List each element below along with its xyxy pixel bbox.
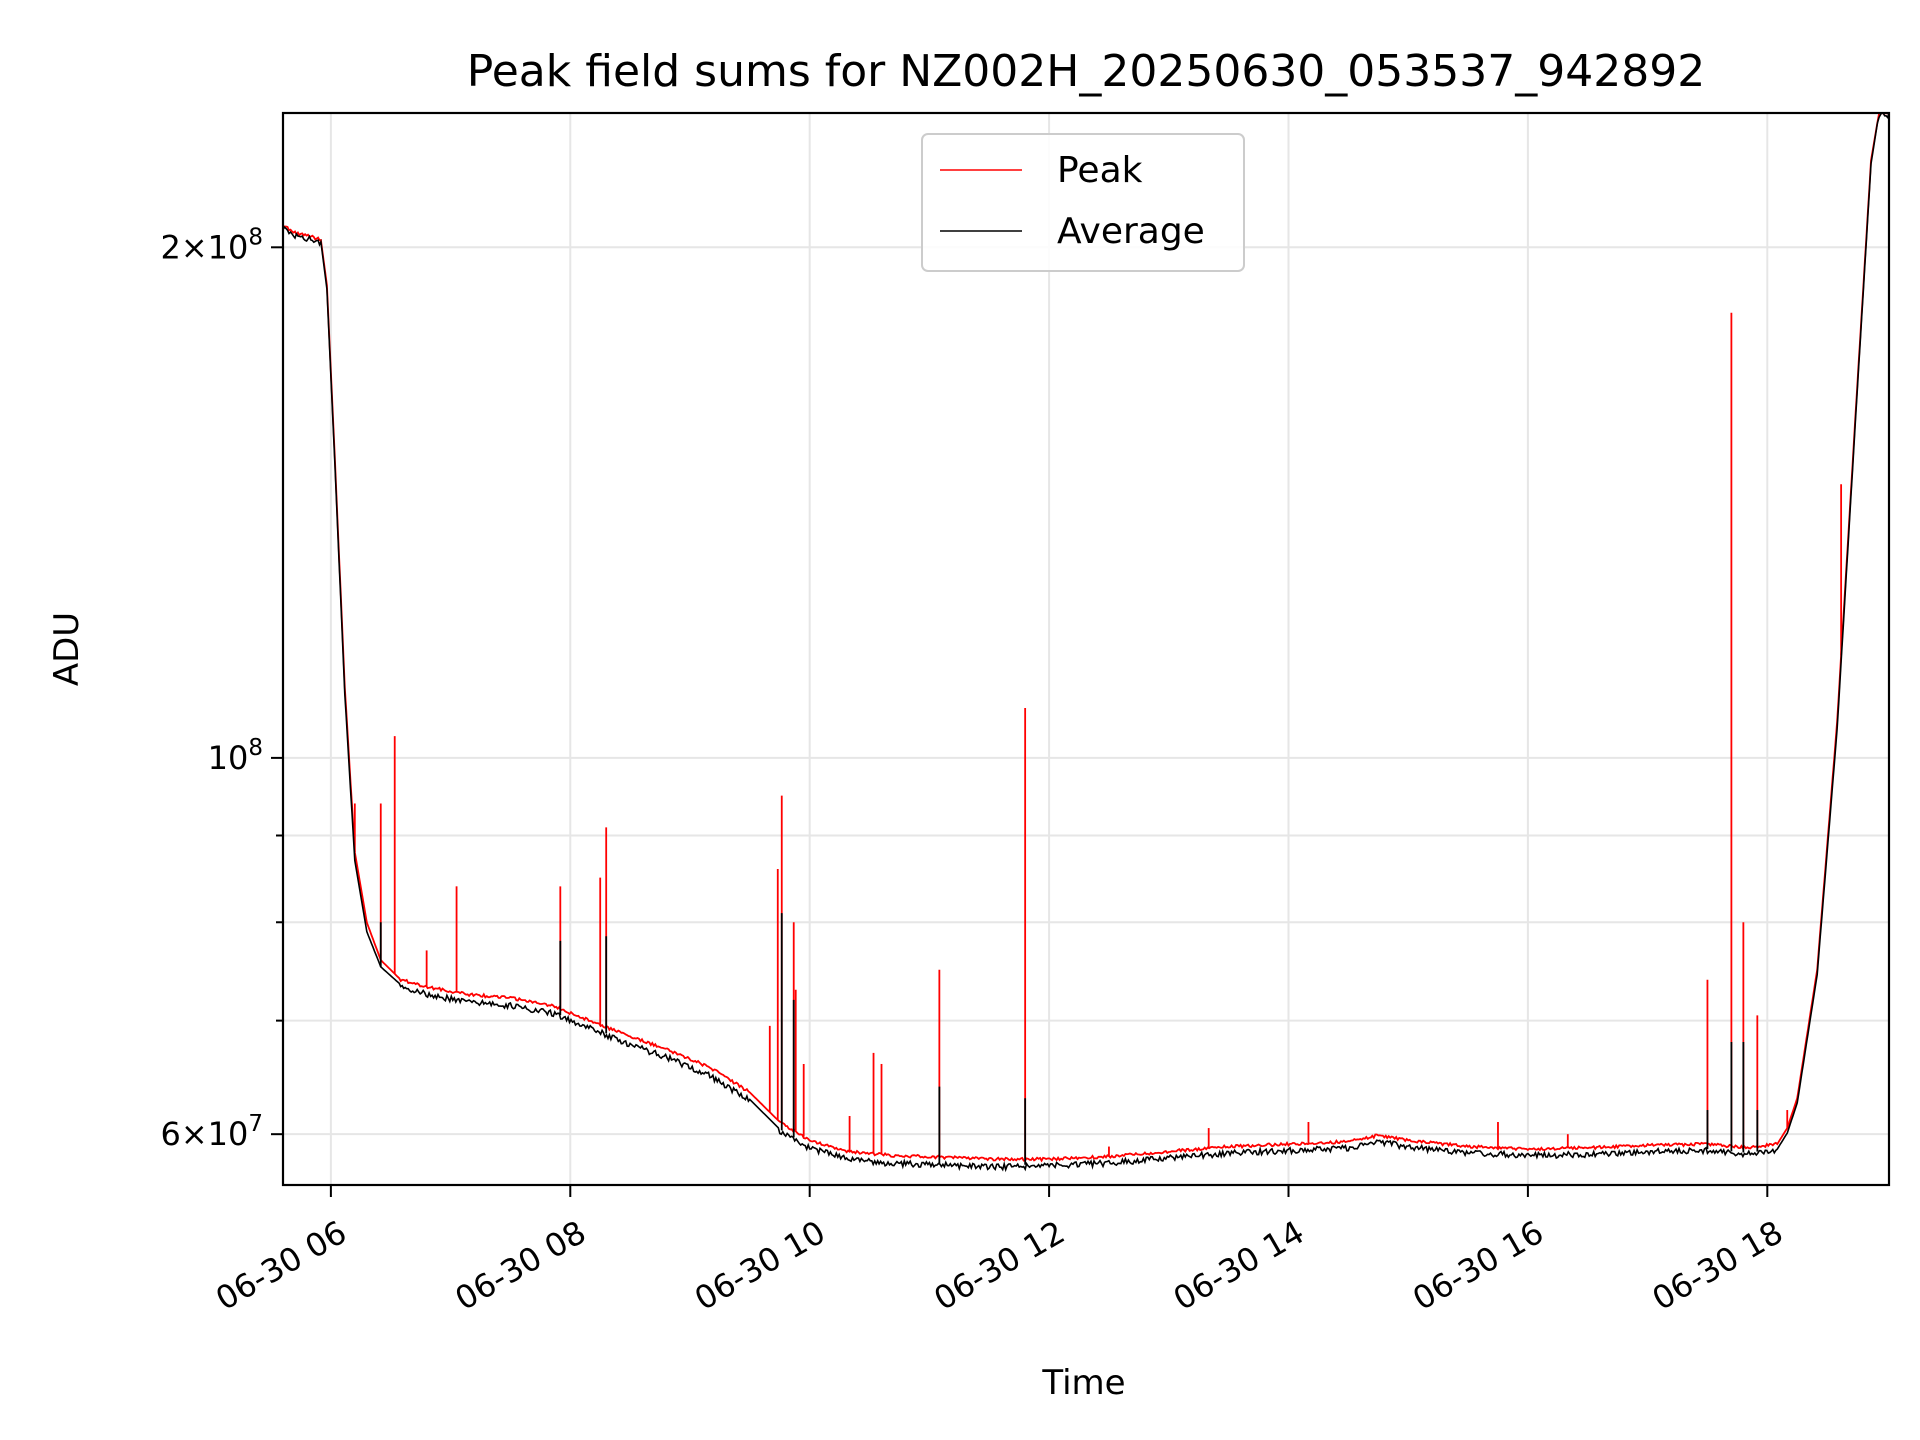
series-line: [283, 113, 1889, 1173]
grid: [283, 113, 1889, 1185]
series-peak: [283, 113, 1889, 1163]
y-tick-label: 2×108: [160, 224, 263, 266]
legend: Peak Average: [921, 133, 1245, 272]
legend-label-average: Average: [1057, 211, 1205, 252]
series-area: [283, 113, 1889, 1173]
legend-label-peak: Peak: [1057, 150, 1143, 191]
y-tick-label: 6×107: [160, 1111, 263, 1153]
series-average: [283, 113, 1889, 1173]
series-line: [283, 113, 1889, 1163]
y-tick-label: 108: [208, 735, 263, 777]
chart-title: Peak field sums for NZ002H_20250630_0535…: [467, 46, 1705, 97]
legend-box: [921, 133, 1245, 272]
y-axis-label: ADU: [47, 612, 87, 686]
x-axis-label: Time: [1041, 1363, 1125, 1403]
plot-frame: [281, 111, 1891, 1187]
